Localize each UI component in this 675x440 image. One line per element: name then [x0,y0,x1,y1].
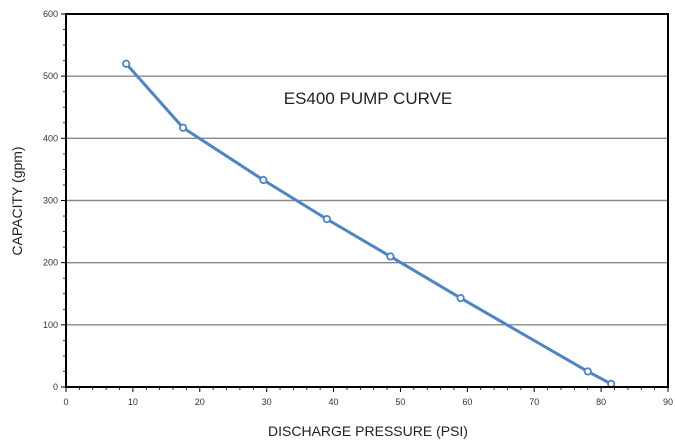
x-tick-label-20: 20 [195,397,205,407]
data-point-3 [322,215,331,224]
y-tick-label-0: 0 [53,382,58,392]
data-series [122,59,616,388]
axes [61,13,669,392]
x-tick-label-40: 40 [329,397,339,407]
y-axis-label: CAPACITY (gpm) [9,146,25,255]
x-tick-label-70: 70 [529,397,539,407]
series-line-0 [125,62,612,386]
data-point-2 [259,175,268,185]
x-tick-label-0: 0 [63,397,68,407]
x-axis-label: DISCHARGE PRESSURE (PSI) [268,423,468,439]
y-tick-label-100: 100 [43,320,58,330]
chart-title: ES400 PUMP CURVE [284,89,453,108]
data-point-1 [178,123,188,132]
y-tick-label-600: 600 [43,9,58,19]
y-tick-label-200: 200 [43,258,58,268]
x-tick-label-80: 80 [596,397,606,407]
y-tick-label-500: 500 [43,71,58,81]
grid-lines [66,75,668,326]
x-tick-label-30: 30 [262,397,272,407]
data-point-5 [456,294,465,303]
y-tick-label-400: 400 [43,133,58,143]
data-point-6 [583,367,592,376]
x-tick-label-10: 10 [128,397,138,407]
tick-labels: 0 100 200 300 400 500 600 0 10 20 30 40 50 60 70 80 90 [43,9,673,407]
data-point-0 [122,59,131,68]
x-tick-label-90: 90 [663,397,673,407]
x-tick-label-50: 50 [395,397,405,407]
y-tick-label-300: 300 [43,196,58,206]
x-tick-label-60: 60 [462,397,472,407]
data-point-4 [386,252,395,261]
